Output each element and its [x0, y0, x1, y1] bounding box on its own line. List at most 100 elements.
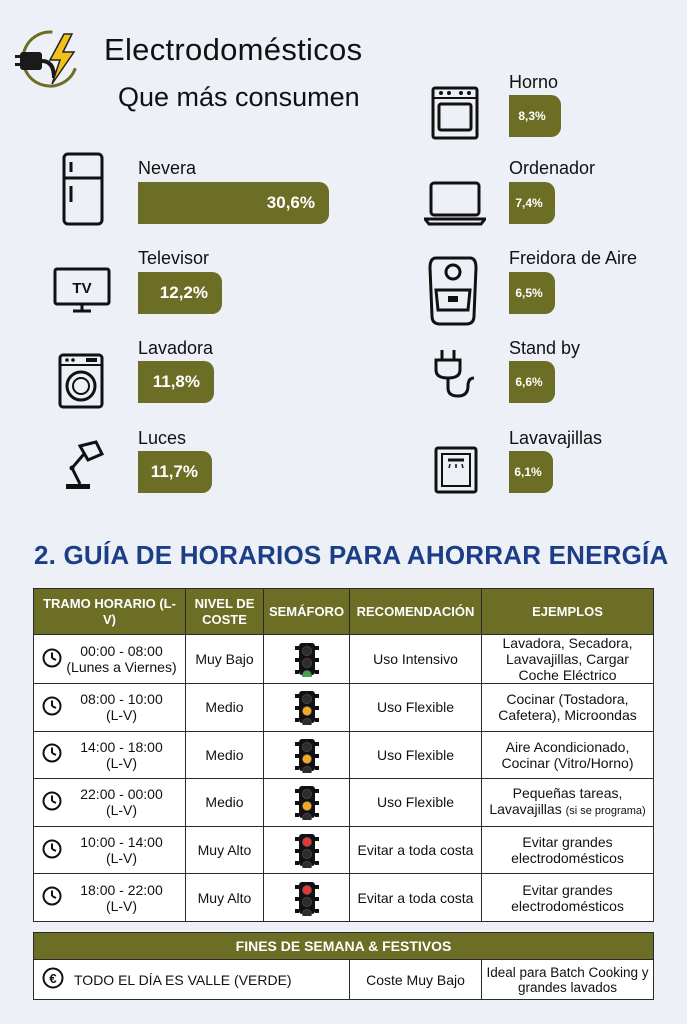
appliance-bar-lavavajillas: 6,1%	[509, 451, 553, 493]
traffic-light-icon	[294, 881, 319, 916]
time-days: (L-V)	[105, 707, 138, 724]
time-cell: 18:00 - 22:00 (L-V)	[33, 873, 186, 922]
appliance-bar-televisor: 12,2%	[138, 272, 222, 314]
weekend-cost: Coste Muy Bajo	[349, 959, 482, 1000]
page-subtitle: Que más consumen	[118, 82, 360, 112]
header-tramo: TRAMO HORARIO (L-V)	[33, 588, 186, 635]
clock-icon	[42, 648, 62, 671]
traffic-light-icon	[294, 691, 319, 726]
appliance-label-horno: Horno	[509, 72, 559, 92]
schedule-row: 14:00 - 18:00 (L-V) Medio Uso Flexible A…	[33, 730, 654, 780]
time-days: (L-V)	[105, 754, 138, 771]
appliance-label-lavadora: Lavadora	[138, 338, 214, 358]
traffic-light-cell	[263, 730, 350, 780]
appliance-bar-nevera: 30,6%	[138, 182, 329, 224]
time-range: 14:00 - 18:00	[80, 738, 163, 755]
fridge-icon	[62, 152, 104, 226]
schedule-header-row: TRAMO HORARIO (L-V) NIVEL DE COSTE SEMÁF…	[33, 588, 654, 635]
desk-lamp-icon	[62, 438, 104, 492]
schedule-row: 00:00 - 08:00 (Lunes a Viernes) Muy Bajo…	[33, 634, 654, 684]
time-cell: 08:00 - 10:00 (L-V)	[33, 683, 186, 732]
traffic-light-icon	[294, 834, 319, 869]
plug-lightning-logo	[14, 28, 92, 90]
recommendation: Uso Flexible	[349, 778, 482, 827]
schedule-row: 22:00 - 00:00 (L-V) Medio Uso Flexible P…	[33, 778, 654, 827]
euro-icon: €	[42, 967, 64, 992]
examples-cell: Lavadora, Secadora, Lavavajillas, Cargar…	[481, 634, 654, 684]
schedule-table: TRAMO HORARIO (L-V) NIVEL DE COSTE SEMÁF…	[33, 588, 654, 922]
laptop-icon	[424, 180, 486, 226]
examples-cell: Aire Acondicionado, Cocinar (Vitro/Horno…	[481, 730, 654, 780]
schedule-row: 08:00 - 10:00 (L-V) Medio Uso Flexible C…	[33, 683, 654, 732]
page-title: Electrodomésticos	[104, 32, 363, 67]
svg-text:€: €	[49, 971, 56, 986]
examples-note: (si se programa)	[565, 805, 646, 818]
cost-level: Muy Alto	[185, 825, 264, 875]
appliance-label-freidora: Freidora de Aire	[509, 248, 638, 268]
clock-icon	[42, 696, 62, 719]
appliance-bar-horno: 8,3%	[509, 95, 561, 137]
plug-icon	[432, 348, 476, 400]
traffic-light-icon	[294, 786, 319, 821]
examples: Aire Acondicionado, Cocinar (Vitro/Horno…	[501, 738, 634, 771]
time-days: (L-V)	[105, 897, 138, 914]
time-cell: 00:00 - 08:00 (Lunes a Viernes)	[33, 634, 186, 684]
header-ejemplos: EJEMPLOS	[481, 588, 654, 635]
tv-icon: TV	[53, 267, 111, 315]
clock-icon	[42, 743, 62, 766]
weekend-table: FINES DE SEMANA & FESTIVOS € TODO EL DÍA…	[32, 932, 655, 1000]
examples: Cocinar (Tostadora, Cafetera), Microonda…	[498, 691, 637, 724]
time-cell: 14:00 - 18:00 (L-V)	[33, 730, 186, 780]
washing-machine-icon	[58, 353, 104, 409]
traffic-light-cell	[263, 825, 350, 875]
schedule-row: 18:00 - 22:00 (L-V) Muy Alto Evitar a to…	[33, 873, 654, 922]
appliance-bar-freidora: 6,5%	[509, 272, 555, 314]
appliance-label-ordenador: Ordenador	[509, 158, 596, 178]
cost-level: Muy Bajo	[185, 634, 264, 684]
examples-cell: Pequeñas tareas, Lavavajillas (si se pro…	[481, 778, 654, 827]
appliance-label-lavavajillas: Lavavajillas	[509, 428, 603, 448]
recommendation: Uso Flexible	[349, 683, 482, 732]
time-range: 08:00 - 10:00	[80, 691, 163, 708]
appliance-bar-luces: 11,7%	[138, 451, 212, 493]
cost-level: Medio	[185, 683, 264, 732]
time-days: (L-V)	[105, 802, 138, 819]
traffic-light-cell	[263, 778, 350, 827]
appliance-bar-ordenador: 7,4%	[509, 182, 555, 224]
traffic-light-cell	[263, 634, 350, 684]
traffic-light-cell	[263, 873, 350, 922]
examples-cell: Evitar grandes electrodomésticos	[481, 873, 654, 922]
clock-icon	[42, 791, 62, 814]
appliance-label-standby: Stand by	[509, 338, 581, 358]
weekend-ideal: Ideal para Batch Cooking y grandes lavad…	[480, 959, 655, 1000]
time-cell: 22:00 - 00:00 (L-V)	[33, 778, 186, 827]
appliance-bar-standby: 6,6%	[509, 361, 555, 403]
time-days: (L-V)	[105, 850, 138, 867]
time-days: (Lunes a Viernes)	[66, 659, 177, 675]
header-nivel: NIVEL DE COSTE	[185, 588, 264, 635]
weekend-row: € TODO EL DÍA ES VALLE (VERDE) Coste Muy…	[33, 959, 655, 1000]
appliance-label-televisor: Televisor	[138, 248, 210, 268]
dishwasher-icon	[434, 446, 478, 494]
examples-cell: Cocinar (Tostadora, Cafetera), Microonda…	[481, 683, 654, 732]
oven-icon	[431, 86, 479, 140]
recommendation: Evitar a toda costa	[349, 825, 482, 875]
recommendation: Uso Flexible	[349, 730, 482, 780]
time-cell: 10:00 - 14:00 (L-V)	[33, 825, 186, 875]
time-range: 10:00 - 14:00	[80, 834, 163, 851]
time-range: 18:00 - 22:00	[80, 881, 163, 898]
schedule-section-title: 2. GUÍA DE HORARIOS PARA AHORRAR ENERGÍA	[34, 540, 669, 570]
cost-level: Medio	[185, 730, 264, 780]
examples-cell: Evitar grandes electrodomésticos	[481, 825, 654, 875]
header-semaforo: SEMÁFORO	[263, 588, 350, 635]
header-recomendacion: RECOMENDACIÓN	[349, 588, 482, 635]
schedule-row: 10:00 - 14:00 (L-V) Muy Alto Evitar a to…	[33, 825, 654, 875]
cost-level: Muy Alto	[185, 873, 264, 922]
examples: Evitar grandes electrodomésticos	[511, 881, 624, 914]
clock-icon	[42, 886, 62, 909]
weekend-all-day-cell: € TODO EL DÍA ES VALLE (VERDE)	[33, 959, 350, 1000]
traffic-light-cell	[263, 683, 350, 732]
time-range: 00:00 - 08:00	[80, 643, 163, 659]
traffic-light-icon	[294, 643, 319, 677]
appliance-label-nevera: Nevera	[138, 158, 197, 178]
